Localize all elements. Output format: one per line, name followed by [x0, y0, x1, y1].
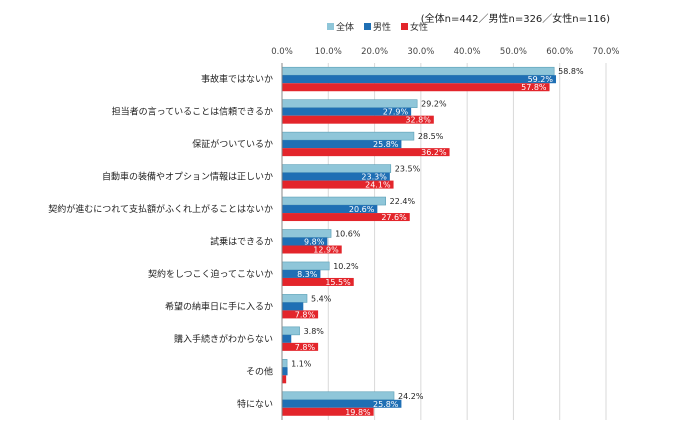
data-label: 2: [293, 335, 298, 344]
bar: [281, 229, 332, 238]
data-label: 36.2%: [421, 148, 447, 157]
bar: [281, 359, 288, 368]
bar: [281, 294, 308, 303]
x-tick-label: 70.0%: [592, 47, 619, 57]
bar: [281, 326, 300, 336]
data-label: 23.5%: [395, 165, 421, 174]
bar: [282, 140, 402, 149]
bar: [282, 277, 354, 286]
data-label: 29.2%: [421, 100, 447, 109]
bar: [282, 269, 321, 278]
data-label: 24.2%: [398, 392, 424, 401]
bar: [282, 334, 292, 343]
category-label: 希望の納車日に手に入るか: [165, 300, 273, 312]
legend-swatch: [364, 23, 371, 30]
data-label: 25.8%: [373, 400, 399, 409]
data-label: 58.8%: [558, 67, 584, 76]
x-tick-label: 40.0%: [454, 47, 481, 57]
bar: [282, 83, 550, 92]
data-label: 22.4%: [390, 197, 416, 206]
bar: [282, 342, 319, 351]
category-label: 事故車ではないか: [201, 73, 273, 85]
data-label: 24.1%: [365, 181, 391, 190]
x-tick-label: 60.0%: [546, 47, 573, 57]
category-label: 自動車の装備やオプション情報は正しいか: [102, 171, 273, 183]
data-label: 32.8%: [405, 116, 431, 125]
x-tick-label: 30.0%: [407, 47, 434, 57]
bar: [282, 375, 287, 384]
bar: [282, 107, 412, 116]
legend-label: 女性: [410, 21, 428, 33]
bar: [282, 399, 402, 408]
data-label: 4.6%: [305, 302, 326, 311]
bar: [281, 66, 555, 76]
category-label: 購入手続きがわからない: [174, 333, 273, 345]
bar: [282, 115, 434, 124]
bar: [282, 367, 288, 376]
data-label: 9.8%: [304, 238, 325, 247]
category-label: 特にない: [237, 398, 273, 410]
category-label: その他: [246, 365, 273, 377]
data-label: 28.5%: [418, 132, 444, 141]
x-tick-label: 20.0%: [361, 47, 388, 57]
bar: [282, 310, 319, 319]
data-label: 23.3%: [361, 173, 387, 182]
category-label: 契約が進むにつれて支払額がふくれ上がることはないか: [48, 203, 273, 215]
data-label: 19.8%: [345, 408, 371, 417]
bar: [282, 245, 342, 254]
data-label: 57.8%: [521, 83, 547, 92]
category-label: 契約をしつこく迫ってこないか: [148, 268, 273, 280]
data-label: 10.2%: [333, 262, 359, 271]
data-label: 3.8%: [304, 327, 325, 336]
x-tick-label: 10.0%: [315, 47, 342, 57]
bar: [282, 180, 394, 189]
legend-label: 男性: [373, 21, 391, 33]
data-label: 59.2%: [528, 75, 554, 84]
data-label: 7.8%: [295, 343, 316, 352]
bar: [282, 148, 450, 157]
bar: [281, 164, 392, 173]
bar: [282, 237, 328, 246]
sample-size-note: (全体n=442／男性n=326／女性n=116): [420, 14, 610, 25]
data-label: 7.8%: [295, 310, 316, 319]
legend-label: 全体: [336, 21, 354, 33]
bar: [282, 302, 304, 311]
bar: [282, 213, 410, 222]
data-label: 20.6%: [349, 205, 375, 214]
bar: [282, 407, 374, 416]
data-label: 25.8%: [373, 140, 399, 149]
bar: [281, 261, 330, 271]
x-tick-label: 50.0%: [500, 47, 527, 57]
bar: [281, 391, 395, 401]
category-label: 担当者の言っていることは信頼できるか: [112, 106, 273, 118]
data-label: 10.6%: [335, 230, 361, 239]
legend-swatch: [401, 23, 408, 30]
data-label: 12.9%: [313, 246, 339, 255]
bar: [282, 75, 557, 84]
legend-swatch: [327, 23, 334, 30]
bar: [282, 205, 378, 214]
bar: [281, 196, 386, 206]
data-label: 27.6%: [381, 213, 407, 222]
data-label: 5.4%: [311, 294, 332, 303]
data-label: 27.9%: [383, 108, 409, 117]
bar: [281, 99, 418, 108]
data-label: 1.1%: [291, 359, 312, 368]
x-tick-label: 0.0%: [271, 47, 293, 57]
category-label: 保証がついているか: [192, 138, 273, 150]
data-label: 8.3%: [297, 270, 318, 279]
bar: [281, 131, 415, 141]
bar: [282, 172, 390, 181]
category-label: 試乗はできるか: [210, 236, 273, 248]
data-label: 15.5%: [325, 278, 351, 287]
